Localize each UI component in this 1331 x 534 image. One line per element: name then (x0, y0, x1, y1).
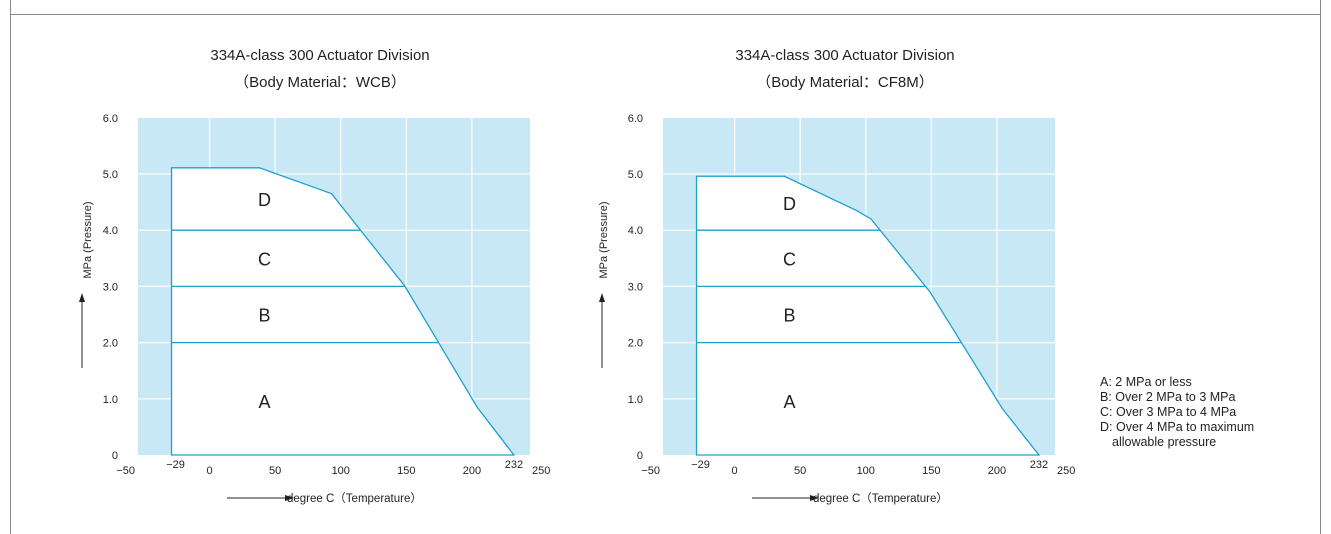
x-tick-label: 150 (397, 465, 415, 477)
x-tick-label: 232 (505, 459, 523, 471)
band-label-d: D (783, 194, 796, 214)
x-tick-label: 200 (988, 465, 1006, 477)
chart-subtitle: （Body Material：WCB） (234, 74, 406, 91)
y-axis-label: MPa (Pressure) (82, 201, 94, 278)
band-label-b: B (259, 306, 271, 326)
x-tick-label: 200 (463, 465, 481, 477)
legend-item-c: C: Over 3 MPa to 4 MPa (1100, 405, 1237, 419)
y-axis-arrow-head (79, 293, 85, 302)
allowable-envelope (695, 175, 1041, 456)
x-tick-label: 100 (857, 465, 875, 477)
legend-item-a: A: 2 MPa or less (1100, 375, 1192, 389)
y-tick-label: 2.0 (628, 338, 643, 350)
y-tick-label: 1.0 (103, 394, 118, 406)
y-tick-label: 6.0 (628, 113, 643, 125)
x-tick-label: 100 (332, 465, 350, 477)
legend-item-d: D: Over 4 MPa to maximum (1100, 420, 1255, 434)
x-axis-label: degree C（Temperature） (813, 492, 948, 505)
x-axis-arrow-head (810, 495, 819, 501)
x-axis-label: degree C（Temperature） (287, 492, 422, 505)
y-tick-label: 2.0 (103, 338, 118, 350)
x-tick-label: 0 (732, 465, 738, 477)
chart-title: 334A-class 300 Actuator Division (735, 47, 954, 64)
y-tick-label: 5.0 (628, 169, 643, 181)
x-tick-label: −50 (116, 465, 135, 477)
x-tick-label: −29 (166, 459, 185, 471)
x-tick-label: 0 (207, 465, 213, 477)
y-tick-label: 3.0 (628, 281, 643, 293)
x-tick-label: 232 (1030, 459, 1048, 471)
y-axis-label: MPa (Pressure) (598, 201, 610, 278)
band-label-a: A (259, 392, 271, 412)
wcb-chart: A B C D 0 1.0 2.0 3.0 4.0 5.0 6.0 −50 −29 0 50 100 150 20… (79, 47, 550, 505)
band-label-c: C (783, 249, 796, 269)
x-axis-arrow-head (285, 495, 294, 501)
x-tick-label: 250 (532, 465, 550, 477)
allowable-envelope (170, 167, 516, 456)
x-tick-label: 250 (1057, 465, 1075, 477)
y-tick-label: 4.0 (628, 225, 643, 237)
x-tick-label: −29 (691, 459, 710, 471)
y-tick-label: 3.0 (103, 281, 118, 293)
y-tick-label: 1.0 (628, 394, 643, 406)
chart-subtitle: （Body Material：CF8M） (756, 74, 934, 91)
x-tick-label: 150 (922, 465, 940, 477)
y-tick-label: 4.0 (103, 225, 118, 237)
legend-item-d-continued: allowable pressure (1112, 435, 1217, 449)
y-tick-label: 0 (112, 450, 118, 462)
x-tick-label: 50 (794, 465, 806, 477)
x-tick-label: −50 (641, 465, 660, 477)
band-label-d: D (258, 190, 271, 210)
band-label-c: C (258, 249, 271, 269)
legend-item-b: B: Over 2 MPa to 3 MPa (1100, 390, 1236, 404)
y-tick-label: 5.0 (103, 169, 118, 181)
legend: A: 2 MPa or less B: Over 2 MPa to 3 MPa … (1100, 375, 1254, 450)
x-tick-label: 50 (269, 465, 281, 477)
band-label-a: A (784, 392, 796, 412)
band-label-b: B (784, 306, 796, 326)
cf8m-chart: A B C D 0 1.0 2.0 3.0 4.0 5.0 6.0 −50 −29 0 50 100 150 20… (598, 47, 1075, 505)
y-axis-arrow-head (599, 293, 605, 302)
y-tick-label: 0 (637, 450, 643, 462)
y-tick-label: 6.0 (103, 113, 118, 125)
chart-title: 334A-class 300 Actuator Division (210, 47, 429, 64)
